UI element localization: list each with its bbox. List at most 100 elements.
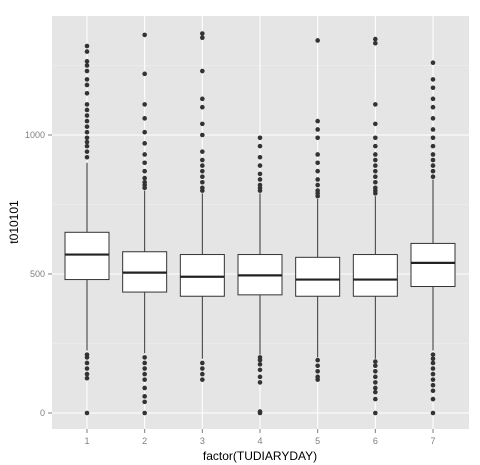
outlier-point — [142, 179, 147, 185]
outlier-point — [430, 396, 436, 402]
outlier-point — [315, 160, 320, 166]
outlier-point — [373, 410, 378, 416]
outlier-point — [430, 163, 436, 168]
outlier-point — [373, 380, 378, 385]
outlier-point — [84, 113, 90, 118]
y-tick-label: 500 — [30, 269, 45, 279]
outlier-point — [84, 63, 90, 68]
outlier-point — [430, 174, 436, 179]
outlier-point — [315, 177, 320, 182]
outlier-point — [200, 68, 205, 74]
outlier-point — [315, 182, 320, 188]
outlier-point — [84, 371, 90, 377]
x-axis-title: factor(TUDIARYDAY) — [203, 449, 317, 463]
outlier-point — [430, 60, 436, 66]
outlier-point — [430, 360, 436, 366]
outlier-point — [142, 129, 147, 135]
outlier-point — [373, 163, 378, 168]
outlier-point — [142, 371, 147, 377]
outlier-point — [315, 38, 320, 43]
outlier-point — [315, 135, 320, 141]
outlier-point — [257, 410, 263, 416]
outlier-point — [84, 82, 90, 88]
outlier-point — [142, 377, 147, 382]
y-axis-title: t010101 — [7, 200, 21, 244]
outlier-point — [373, 143, 378, 149]
outlier-point — [430, 356, 436, 362]
x-tick-label: 3 — [200, 436, 205, 446]
outlier-point — [84, 129, 90, 135]
outlier-point — [200, 377, 205, 382]
outlier-point — [373, 396, 378, 402]
outlier-point — [200, 149, 205, 154]
outlier-point — [373, 385, 378, 391]
outlier-point — [142, 360, 147, 366]
outlier-point — [200, 121, 205, 127]
outlier-point — [200, 366, 205, 371]
outlier-point — [142, 410, 147, 416]
x-tick-label: 6 — [373, 436, 378, 446]
y-tick-label: 1000 — [25, 130, 45, 140]
outlier-point — [373, 135, 378, 141]
outlier-point — [373, 374, 378, 380]
outlier-point — [142, 160, 147, 166]
box-iqr — [179, 254, 225, 297]
box-iqr — [410, 242, 456, 288]
outlier-point — [257, 163, 263, 168]
outlier-point — [84, 355, 90, 360]
outlier-point — [142, 152, 147, 157]
outlier-point — [430, 382, 436, 388]
box-2 — [122, 32, 168, 416]
outlier-point — [142, 168, 147, 174]
outlier-point — [257, 367, 263, 373]
outlier-point — [200, 104, 205, 110]
outlier-point — [430, 104, 436, 110]
outlier-point — [430, 127, 436, 132]
outlier-point — [430, 410, 436, 416]
outlier-point — [84, 59, 90, 64]
y-tick-label: 0 — [40, 408, 45, 418]
outlier-point — [84, 149, 90, 154]
outlier-point — [373, 185, 378, 191]
outlier-point — [430, 85, 436, 91]
outlier-point — [430, 366, 436, 371]
axes-layer: 0 500 1000 1 2 3 4 5 6 7 — [25, 130, 436, 446]
box-3 — [179, 31, 225, 382]
boxes-layer — [64, 31, 456, 416]
outlier-point — [142, 71, 147, 77]
outlier-point — [373, 369, 378, 374]
outlier-point — [142, 141, 147, 146]
box-6 — [352, 36, 398, 416]
outlier-point — [200, 163, 205, 168]
outlier-point — [373, 174, 378, 179]
outlier-point — [257, 374, 263, 380]
outlier-point — [142, 102, 147, 107]
outlier-point — [373, 363, 378, 369]
outlier-point — [200, 371, 205, 377]
outlier-point — [373, 389, 378, 395]
outlier-point — [430, 377, 436, 382]
outlier-point — [257, 380, 263, 385]
outlier-point — [430, 116, 436, 121]
outlier-point — [200, 179, 205, 185]
outlier-point — [142, 399, 147, 405]
outlier-point — [257, 154, 263, 160]
outlier-point — [84, 135, 90, 141]
box-7 — [410, 60, 456, 416]
outlier-point — [315, 369, 320, 374]
x-tick-label: 2 — [142, 436, 147, 446]
outlier-point — [430, 135, 436, 141]
outlier-point — [142, 175, 147, 181]
outlier-point — [315, 357, 320, 363]
outlier-point — [84, 154, 90, 160]
outlier-point — [430, 152, 436, 157]
outlier-point — [257, 171, 263, 177]
outlier-point — [315, 377, 320, 382]
outlier-point — [315, 152, 320, 157]
x-tick-label: 4 — [257, 436, 262, 446]
box-4 — [237, 135, 283, 416]
outlier-point — [430, 388, 436, 394]
x-tick-label: 7 — [430, 436, 435, 446]
x-tick-label: 5 — [315, 436, 320, 446]
